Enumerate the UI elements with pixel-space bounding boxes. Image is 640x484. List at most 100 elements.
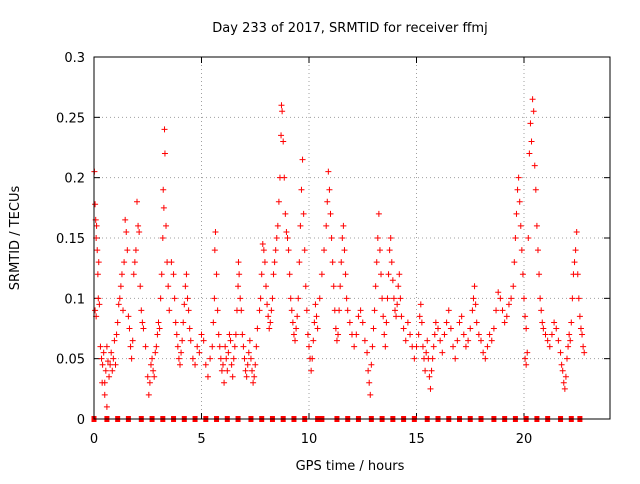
data-point <box>480 349 487 356</box>
data-point <box>96 301 103 308</box>
data-point <box>346 319 353 326</box>
data-point <box>389 277 396 284</box>
data-point <box>163 222 170 229</box>
data-point <box>150 367 157 374</box>
data-point <box>269 295 276 302</box>
data-point <box>415 331 422 338</box>
data-point <box>371 307 378 314</box>
x-tick-label: 15 <box>408 432 425 447</box>
data-point <box>359 319 366 326</box>
data-point <box>177 361 183 368</box>
x-axis-label: GPS time / hours <box>296 459 405 474</box>
data-point <box>267 319 274 326</box>
data-point <box>106 373 113 380</box>
data-point <box>365 367 372 374</box>
data-point <box>159 235 166 241</box>
data-point <box>209 343 216 350</box>
data-point <box>579 331 586 338</box>
data-point <box>369 343 376 350</box>
data-point <box>519 271 526 278</box>
data-point <box>231 343 238 350</box>
data-point <box>526 150 533 157</box>
data-point <box>524 349 531 356</box>
data-point <box>187 337 194 344</box>
data-point <box>182 283 189 290</box>
y-tick-label: 0.2 <box>64 172 85 187</box>
data-point <box>296 259 303 266</box>
data-point <box>100 349 107 356</box>
data-point <box>126 325 133 332</box>
data-point <box>236 271 243 278</box>
data-point <box>245 349 252 356</box>
data-point <box>287 295 294 302</box>
data-point <box>311 319 318 326</box>
data-point <box>94 247 101 254</box>
data-point <box>385 271 392 278</box>
data-point <box>111 337 118 344</box>
data-point <box>216 343 223 350</box>
data-point <box>337 283 344 290</box>
data-point <box>211 295 218 302</box>
data-point <box>318 271 325 278</box>
data-point <box>560 379 567 386</box>
data-point <box>272 247 279 254</box>
data-point <box>232 331 239 338</box>
data-point <box>107 361 114 368</box>
data-point <box>493 307 500 314</box>
data-point <box>372 283 379 290</box>
data-point <box>114 319 121 326</box>
data-point <box>101 379 108 386</box>
y-tick-label: 0.15 <box>56 232 85 247</box>
data-point <box>157 295 164 302</box>
data-point <box>314 325 321 332</box>
data-point <box>149 355 156 362</box>
data-point <box>92 201 99 208</box>
data-point <box>341 247 348 254</box>
data-point <box>179 337 186 344</box>
data-point <box>516 198 523 205</box>
data-point <box>340 222 347 229</box>
data-point <box>473 319 480 326</box>
data-point <box>170 271 177 278</box>
data-point <box>172 319 179 326</box>
data-point <box>478 337 484 344</box>
data-point <box>93 222 100 229</box>
data-point <box>127 343 134 350</box>
data-point <box>261 259 268 266</box>
data-point <box>326 186 333 193</box>
data-point <box>270 271 277 278</box>
data-point <box>441 331 448 338</box>
data-point <box>253 343 260 350</box>
data-point <box>546 343 553 350</box>
data-point <box>285 247 292 254</box>
data-point <box>328 235 335 241</box>
data-point <box>278 102 285 109</box>
data-point <box>211 247 218 254</box>
data-point <box>217 355 224 362</box>
data-point <box>571 259 578 266</box>
data-point <box>426 373 433 380</box>
data-point <box>247 355 254 362</box>
data-point <box>134 198 140 205</box>
data-point <box>240 343 247 350</box>
data-point <box>475 331 482 338</box>
data-point <box>437 337 444 344</box>
data-point <box>161 126 168 133</box>
data-point <box>138 307 145 314</box>
data-point <box>456 319 463 326</box>
data-point <box>544 337 551 344</box>
data-point <box>213 271 220 278</box>
data-point <box>122 216 129 223</box>
data-point <box>227 337 234 344</box>
data-point <box>238 307 245 314</box>
data-point <box>499 307 506 314</box>
data-point <box>280 138 287 145</box>
data-point <box>430 343 437 350</box>
data-point <box>490 325 497 332</box>
data-point <box>224 367 231 374</box>
data-point <box>569 295 576 302</box>
data-point <box>258 271 265 278</box>
data-point <box>310 337 317 344</box>
data-point <box>574 271 581 278</box>
data-point <box>523 325 530 332</box>
